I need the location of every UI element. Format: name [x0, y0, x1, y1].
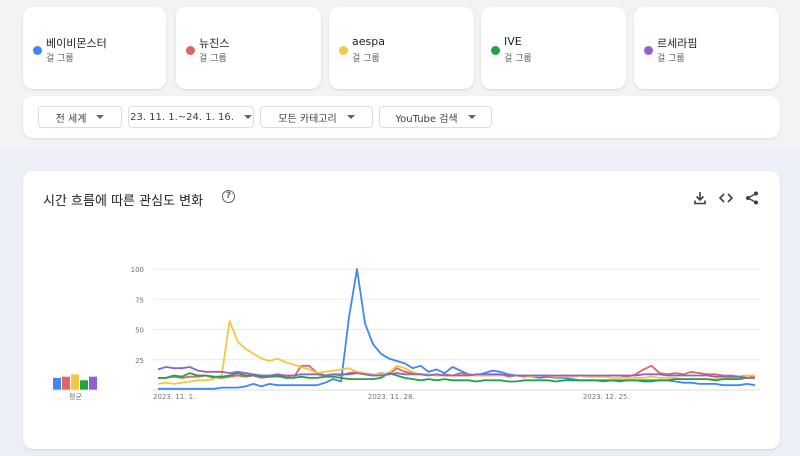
y-tick-label: 50 [135, 327, 144, 335]
y-tick-label: 75 [135, 296, 144, 304]
line-chart: 25 50 75 100 2023. 11. 1. 2023. 11. 28. 2023. … [51, 266, 760, 401]
average-bar-3 [71, 374, 79, 390]
term-card-lesserafim[interactable]: 르세라핌 걸 그룹 [634, 7, 779, 89]
series-line-4 [158, 372, 755, 383]
download-icon[interactable] [692, 190, 708, 206]
search-type-label: YouTube 검색 [395, 113, 458, 125]
term-color-dot [491, 46, 500, 55]
series-line-1 [158, 268, 756, 390]
category-label: 모든 카테고리 [278, 113, 337, 125]
term-category: 걸 그룹 [199, 54, 227, 64]
term-name: 베이비몬스터 [46, 37, 107, 50]
term-color-dot [186, 46, 195, 55]
term-color-dot [33, 46, 42, 55]
caret-down-icon [96, 115, 105, 119]
series-line-5 [157, 366, 755, 379]
term-name: 르세라핌 [657, 37, 698, 50]
term-category: 걸 그룹 [46, 54, 74, 64]
term-category: 걸 그룹 [504, 54, 532, 64]
share-icon[interactable] [744, 190, 760, 206]
filter-bar: 전 세계 23. 11. 1.~24. 1. 16. 모든 카테고리 YouTu… [23, 96, 780, 138]
x-tick-label: 2023. 11. 1. [153, 393, 195, 401]
interest-over-time-card: 시간 흐름에 따른 관심도 변화 ? 25 50 75 100 2023. 11. 1.… [23, 171, 780, 449]
code-embed-icon[interactable] [718, 190, 734, 206]
term-category: 걸 그룹 [657, 54, 685, 64]
average-bar-5 [89, 376, 97, 390]
region-label: 전 세계 [55, 113, 87, 125]
term-name: aespa [352, 35, 385, 48]
y-tick-label: 100 [131, 266, 144, 274]
region-dropdown[interactable]: 전 세계 [38, 106, 122, 128]
average-label: 평균 [69, 392, 82, 401]
term-category: 걸 그룹 [352, 54, 380, 64]
help-circle-icon[interactable]: ? [222, 190, 235, 203]
term-color-dot [644, 46, 653, 55]
y-tick-label: 25 [135, 357, 144, 365]
period-dropdown[interactable]: 23. 11. 1.~24. 1. 16. [128, 106, 254, 128]
term-name: 뉴진스 [199, 37, 230, 50]
caret-down-icon [243, 115, 252, 119]
average-bar-1 [53, 377, 61, 390]
caret-down-icon [467, 115, 476, 119]
term-card-newjeans[interactable]: 뉴진스 걸 그룹 [176, 7, 321, 89]
caret-down-icon [346, 115, 355, 119]
term-name: IVE [504, 35, 522, 48]
average-bar-2 [62, 376, 70, 390]
term-color-dot [339, 46, 348, 55]
x-tick-label: 2023. 11. 28. [368, 393, 415, 401]
average-bar-4 [80, 380, 88, 390]
term-card-babymonster[interactable]: 베이비몬스터 걸 그룹 [23, 7, 166, 89]
chart-title: 시간 흐름에 따른 관심도 변화 [43, 194, 204, 209]
search-type-dropdown[interactable]: YouTube 검색 [379, 106, 492, 128]
x-tick-label: 2023. 12. 25. [583, 393, 630, 401]
term-card-aespa[interactable]: aespa 걸 그룹 [329, 7, 474, 89]
period-label: 23. 11. 1.~24. 1. 16. [130, 111, 234, 123]
term-card-ive[interactable]: IVE 걸 그룹 [481, 7, 626, 89]
category-dropdown[interactable]: 모든 카테고리 [260, 106, 373, 128]
